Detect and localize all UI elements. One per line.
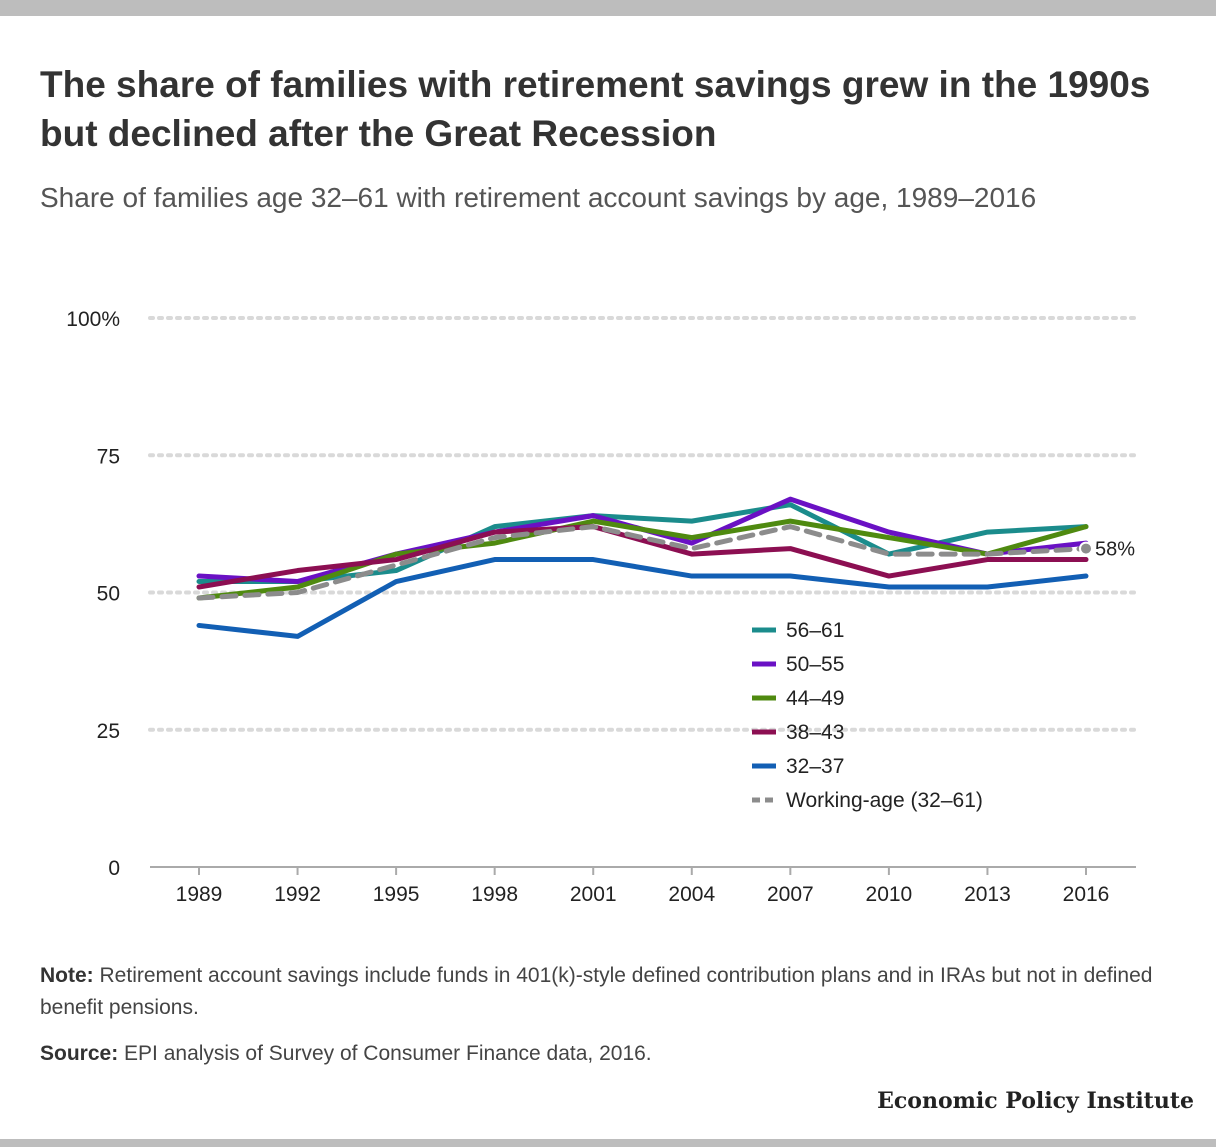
y-tick-label: 25 [97,720,120,743]
chart-title: The share of families with retirement sa… [40,64,1151,154]
chart-subtitle: Share of families age 32–61 with retirem… [40,182,1037,213]
y-tick-label: 100% [66,308,120,331]
x-tick-label: 1992 [274,883,321,906]
axis-layer: 0 25 50 75 100% 1989 1992 1995 1998 2001 2004 2007 2… [66,308,1136,906]
line-chart: 0 25 50 75 100% 1989 1992 1995 1998 2001 2004 2007 2… [66,308,1138,906]
end-point-marker [1079,541,1093,556]
legend-label: 44–49 [786,687,844,710]
legend-label: 32–37 [786,755,844,778]
note-text: Retirement account savings include funds… [40,964,1153,1019]
x-tick-label: 2016 [1063,883,1110,906]
x-tick-label: 2010 [866,883,913,906]
legend-label: 50–55 [786,653,844,676]
legend-label: 38–43 [786,721,844,744]
y-tick-label: 75 [97,445,120,468]
y-tick-label: 0 [108,857,120,880]
series-line-4 [196,557,1089,639]
x-tick-label: 1989 [176,883,223,906]
legend-label: Working-age (32–61) [786,789,983,812]
note-label: Note: [40,964,94,987]
series-line-2 [196,518,1089,601]
brand-logo-text: Economic Policy Institute [877,1088,1194,1114]
x-tick-label: 1998 [471,883,518,906]
x-tick-label: 2007 [767,883,814,906]
x-tick-label: 2013 [964,883,1011,906]
chart-source: Source: EPI analysis of Survey of Consum… [40,1038,1180,1070]
x-tick-label: 2001 [570,883,617,906]
grid-layer [148,316,1138,732]
series-line-5 [196,524,1089,601]
bottom-rule [0,1139,1216,1147]
source-label: Source: [40,1042,119,1065]
series-line-3 [196,524,1089,590]
x-tick-label: 2004 [668,883,715,906]
legend-label: 56–61 [786,619,844,642]
label-layer: 58% [1079,539,1135,561]
y-tick-label: 50 [97,583,120,606]
top-rule [0,0,1216,16]
legend: 56–61 50–55 44–49 38–43 32–37 Working-age (32… [752,619,983,812]
chart-note: Note: Retirement account savings include… [40,960,1180,1024]
x-tick-label: 1995 [373,883,420,906]
source-text: EPI analysis of Survey of Consumer Finan… [124,1042,652,1065]
series-layer [196,496,1089,639]
end-point-label: 58% [1095,539,1135,561]
